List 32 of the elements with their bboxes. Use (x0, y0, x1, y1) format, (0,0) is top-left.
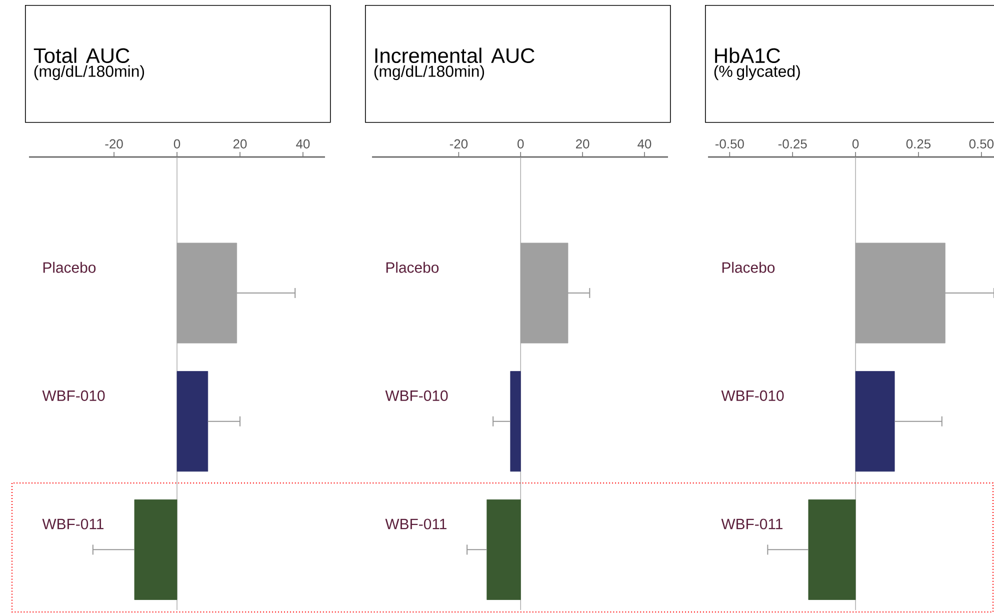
y-tick-label: Placebo (722, 262, 775, 273)
x-tick-label: 40 (638, 139, 652, 148)
x-tick-label: 0.25 (906, 139, 931, 148)
y-tick-label: WBF-011 (42, 518, 104, 530)
chart-subtitle: (mg/dL/180min) (34, 65, 144, 80)
x-tick-label: -0.50 (715, 139, 744, 148)
x-tick-label: 0 (852, 139, 859, 148)
chart-title: Total AUC (34, 48, 130, 64)
y-tick-label: WBF-010 (721, 390, 784, 401)
bar (176, 371, 208, 472)
x-tick-label: 0 (174, 139, 180, 148)
bar (134, 499, 178, 600)
y-tick-label: Placebo (386, 262, 439, 273)
bar (855, 371, 895, 472)
x-tick-label: 20 (233, 139, 247, 148)
x-tick-label: 0 (518, 139, 524, 148)
x-tick-label: 20 (576, 139, 590, 148)
x-tick-label: 40 (296, 139, 310, 148)
chart-title: Incremental AUC (375, 48, 534, 64)
y-tick-label: WBF-010 (385, 390, 448, 401)
y-tick-label: WBF-011 (721, 518, 782, 530)
x-tick-label: -0.25 (778, 139, 807, 148)
x-tick-label: -20 (105, 139, 123, 148)
x-tick-label: 0.50 (969, 139, 994, 148)
y-tick-label: Placebo (43, 262, 96, 273)
bar (808, 499, 856, 600)
y-tick-label: WBF-011 (385, 518, 446, 530)
chart-title: HbA1C (715, 48, 780, 64)
y-tick-label: WBF-010 (42, 390, 105, 401)
chart-subtitle: (mg/dL/180min) (374, 65, 484, 80)
chart-subtitle: (% glycated) (714, 65, 800, 80)
x-tick-label: -20 (450, 139, 468, 148)
